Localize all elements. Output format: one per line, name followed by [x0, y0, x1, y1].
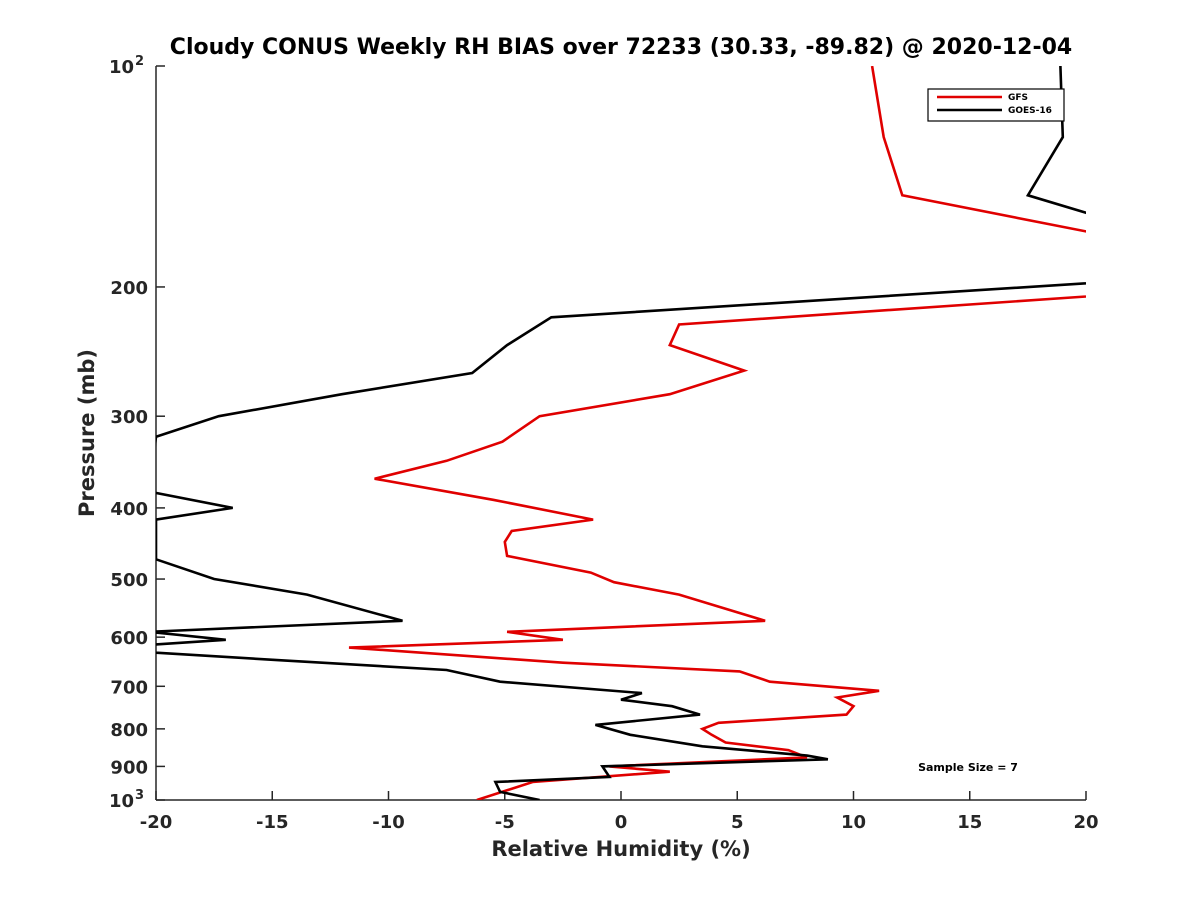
- x-tick-label: -20: [140, 812, 173, 833]
- y-tick-label: 10: [109, 57, 134, 78]
- y-tick-label: 800: [110, 720, 148, 741]
- series-line-gfs: [348, 66, 1086, 800]
- series-line-goes-16: [156, 66, 1086, 800]
- x-axis-label: Relative Humidity (%): [491, 837, 750, 861]
- sample-size-annotation: Sample Size = 7: [918, 761, 1018, 774]
- x-tick-label: 10: [841, 812, 866, 833]
- y-tick-exponent: 3: [135, 788, 144, 803]
- legend-label-gfs: GFS: [1008, 93, 1028, 103]
- y-axis-label: Pressure (mb): [75, 349, 99, 517]
- y-tick-label: 10: [109, 791, 134, 812]
- y-tick-label: 300: [110, 407, 148, 428]
- y-tick-exponent: 2: [135, 54, 144, 69]
- y-tick-label: 900: [110, 757, 148, 778]
- legend-box: [927, 88, 1065, 122]
- x-ticks: -20 -15 -10 -5 0 5 10 15 20: [140, 791, 1099, 833]
- legend-label-goes16: GOES-16: [1008, 106, 1052, 116]
- y-tick-label: 700: [110, 677, 148, 698]
- series-layer: [156, 66, 1086, 800]
- x-tick-label: -5: [495, 812, 515, 833]
- y-tick-label: 200: [110, 278, 148, 299]
- x-tick-label: -10: [372, 812, 405, 833]
- y-tick-label: 500: [110, 570, 148, 591]
- x-tick-label: 20: [1073, 812, 1098, 833]
- chart-title: Cloudy CONUS Weekly RH BIAS over 72233 (…: [170, 35, 1072, 60]
- x-tick-label: 5: [731, 812, 744, 833]
- y-tick-label: 600: [110, 628, 148, 649]
- legend: GFS GOES-16: [927, 88, 1065, 122]
- y-tick-label: 400: [110, 499, 148, 520]
- x-tick-label: 15: [957, 812, 982, 833]
- x-tick-label: -15: [256, 812, 289, 833]
- x-tick-label: 0: [615, 812, 628, 833]
